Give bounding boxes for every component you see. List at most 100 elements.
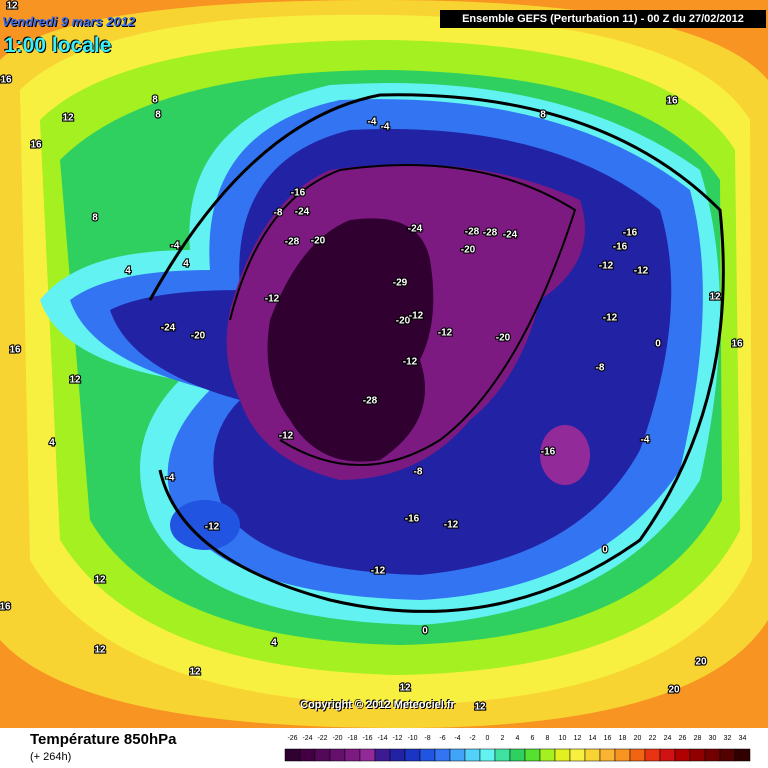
scale-swatch	[659, 748, 676, 762]
contour-label: -12	[265, 294, 280, 305]
scale-label: 34	[739, 735, 747, 742]
contour-label: 4	[271, 638, 277, 649]
contour-label: 12	[399, 683, 411, 694]
contour-label: -20	[396, 316, 411, 327]
contour-label: 8	[92, 213, 98, 224]
parameter: Température 850hPa	[30, 731, 177, 748]
contour-label: -4	[368, 117, 377, 128]
contour-label: 0	[422, 626, 428, 637]
scale-label: -6	[439, 735, 445, 742]
contour-label: -16	[613, 242, 628, 253]
contour-label: 12	[474, 702, 486, 713]
contour-label: 16	[30, 140, 42, 151]
contour-label: 16	[0, 75, 12, 86]
scale-label: 8	[546, 735, 550, 742]
contour-label: 16	[666, 96, 678, 107]
scale-label: -10	[407, 735, 417, 742]
contour-label: -8	[414, 467, 423, 478]
scale-label: 26	[679, 735, 687, 742]
scale-swatch	[719, 748, 736, 762]
scale-label: 2	[501, 735, 505, 742]
scale-label: 28	[694, 735, 702, 742]
scale-label: 10	[559, 735, 567, 742]
scale-swatch	[599, 748, 616, 762]
scale-swatch	[329, 748, 346, 762]
scale-label: -14	[377, 735, 387, 742]
contour-label: 16	[731, 339, 743, 350]
scale-swatch	[689, 748, 706, 762]
contour-label: -28	[363, 396, 378, 407]
valid-date: Vendredi 9 mars 2012	[2, 14, 136, 29]
contour-label: 4	[183, 259, 189, 270]
contour-label: -16	[541, 447, 556, 458]
scale-swatch	[644, 748, 661, 762]
contour-label: -16	[405, 514, 420, 525]
scale-swatch	[584, 748, 601, 762]
scale-swatch	[299, 748, 316, 762]
cold-cell	[170, 500, 240, 550]
scale-swatch	[629, 748, 646, 762]
contour-label: -12	[438, 328, 453, 339]
zero-isotherm	[148, 93, 725, 613]
scale-label: -20	[332, 735, 342, 742]
scale-label: 6	[531, 735, 535, 742]
contour-label: 8	[155, 110, 161, 121]
scale-label: -26	[287, 735, 297, 742]
contour-label: -12	[409, 311, 424, 322]
contour-label: 12	[62, 113, 74, 124]
scale-group: -26 -24 -22 -20 -18 -16 -14 -12 -10 -8 -6 -4 -2 0 2 4 6 8…	[284, 735, 751, 762]
contour-label: -24	[408, 224, 423, 235]
scale-swatch	[344, 748, 361, 762]
contour-label: -29	[393, 278, 408, 289]
scale-swatch	[419, 748, 436, 762]
contour-label: 8	[152, 95, 158, 106]
contour-label: -20	[191, 331, 206, 342]
scale-label: -12	[392, 735, 402, 742]
contour-label: -16	[623, 228, 638, 239]
scale-label: -22	[317, 735, 327, 742]
valid-hour: 1:00 locale	[4, 34, 112, 57]
contour-label: -4	[166, 473, 175, 484]
contour-label: 12	[709, 292, 721, 303]
contour-label: -12	[205, 522, 220, 533]
scale-label: 30	[709, 735, 717, 742]
scale-label: -8	[424, 735, 430, 742]
contour-label: -4	[641, 435, 650, 446]
scale-swatch	[284, 748, 301, 762]
scale-swatch	[314, 748, 331, 762]
scale-swatch	[734, 748, 751, 762]
contour-label: -12	[603, 313, 618, 324]
contour-label: -8	[274, 208, 283, 219]
scale-label: 32	[724, 735, 732, 742]
contour-label: -12	[279, 431, 294, 442]
contour-label: 12	[189, 667, 201, 678]
contour-label: -20	[461, 245, 476, 256]
scale-label: 14	[589, 735, 597, 742]
copyright: Copyright © 2012 Meteociel.fr	[300, 699, 455, 711]
cold-cell	[540, 425, 590, 485]
scale-label: 20	[634, 735, 642, 742]
contour-label: -20	[496, 333, 511, 344]
contour-label: 12	[94, 575, 106, 586]
scale-label: 24	[664, 735, 672, 742]
contour-label: 20	[695, 657, 707, 668]
zone-minus-26	[267, 218, 434, 462]
scale-label: 16	[604, 735, 612, 742]
scale-label: -16	[362, 735, 372, 742]
scale-swatch	[404, 748, 421, 762]
scale-label: -4	[454, 735, 460, 742]
scale-swatch	[704, 748, 721, 762]
contour-label: -12	[444, 520, 459, 531]
contour-label: -12	[371, 566, 386, 577]
contour-label: 0	[602, 545, 608, 556]
scale-label: 12	[574, 735, 582, 742]
scale-swatch	[494, 748, 511, 762]
contour-label: -24	[161, 323, 176, 334]
scale-swatch	[359, 748, 376, 762]
scale-label: 18	[619, 735, 627, 742]
scale-swatch	[614, 748, 631, 762]
scale-label: -18	[347, 735, 357, 742]
